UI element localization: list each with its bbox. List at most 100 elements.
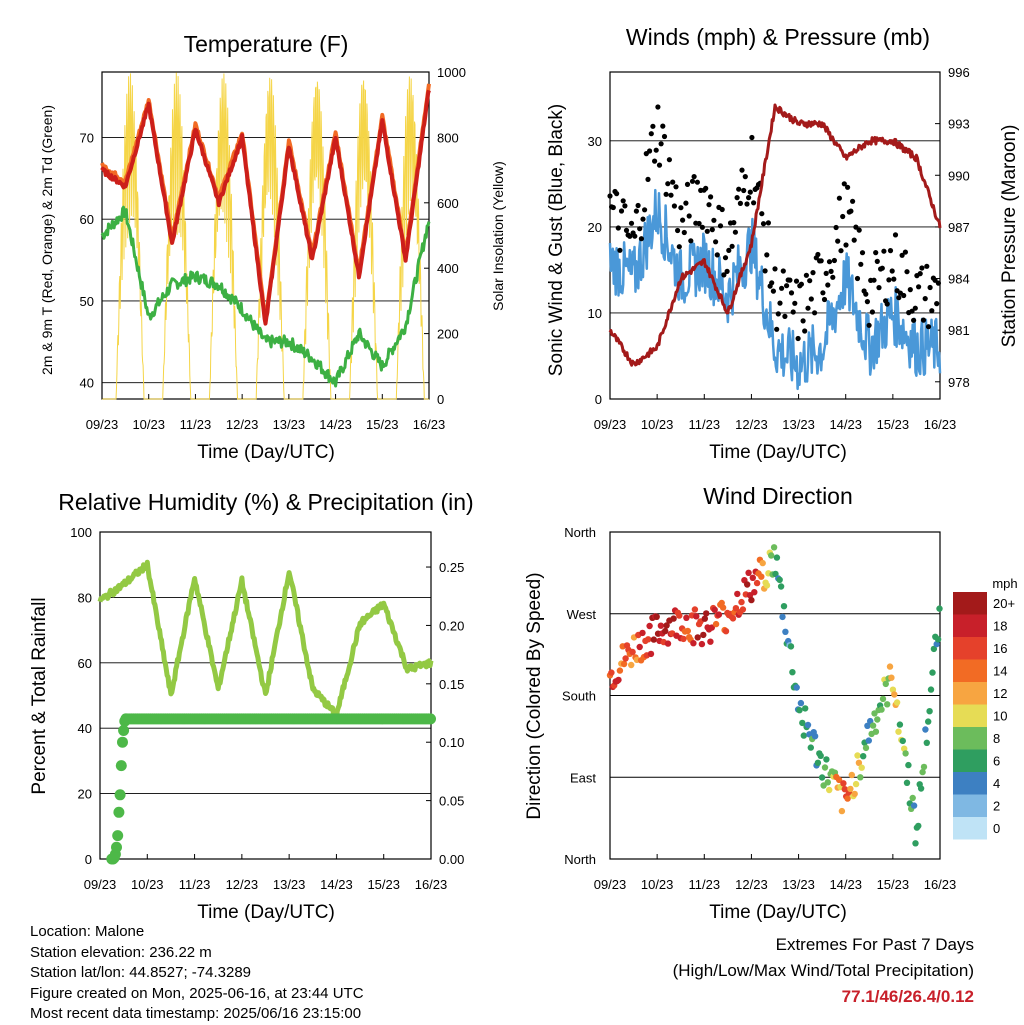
gust-point <box>891 276 897 282</box>
gust-point <box>742 174 748 180</box>
direction-point <box>818 774 826 781</box>
temperature-ytick-right-3: 600 <box>437 196 459 211</box>
direction-point <box>748 596 755 604</box>
direction-point <box>680 635 687 643</box>
legend-label-6: 8 <box>993 731 1000 746</box>
direction-point <box>772 570 779 578</box>
gust-point <box>709 227 715 233</box>
humidity-xtick-label-1: 10/23 <box>131 877 164 892</box>
gust-point <box>663 191 669 197</box>
gust-point <box>762 268 768 274</box>
direction-point <box>694 634 701 641</box>
gust-point <box>653 147 659 153</box>
direction-point <box>768 552 775 559</box>
gust-point <box>911 317 917 323</box>
legend-swatch-7 <box>953 749 987 772</box>
temperature-ytick-left-1: 50 <box>80 294 94 309</box>
direction-point <box>770 544 778 551</box>
direction-xtick-label-3: 12/23 <box>735 877 768 892</box>
direction-point <box>759 559 766 567</box>
temperature-xtick-label-0: 09/23 <box>86 417 119 432</box>
gust-point <box>854 275 861 282</box>
gust-point <box>637 226 643 232</box>
winds-xtick-label-3: 12/23 <box>735 417 768 432</box>
gust-point <box>874 258 880 264</box>
legend-swatch-5 <box>953 704 987 727</box>
direction-point <box>920 763 928 771</box>
direction-point <box>862 744 870 752</box>
temperature-ytick-right-0: 0 <box>437 392 444 407</box>
direction-point <box>645 636 652 643</box>
direction-point <box>690 640 697 647</box>
gust-point <box>873 250 879 256</box>
humidity-ytick-left-4: 80 <box>78 590 92 605</box>
gust-point <box>775 311 781 317</box>
temperature-ytick-left-2: 60 <box>80 212 94 227</box>
direction-point <box>857 774 864 781</box>
station-latlon: Station lat/lon: 44.8527; -74.3289 <box>30 964 252 981</box>
direction-points <box>606 544 943 847</box>
direction-ytick-4: North <box>564 525 596 540</box>
legend-label-3: 14 <box>993 664 1007 679</box>
direction-point <box>751 589 758 596</box>
direction-point <box>676 612 683 619</box>
direction-point <box>896 721 904 728</box>
temperature-xtick-label-2: 11/23 <box>180 417 212 432</box>
gust-point <box>751 200 757 206</box>
temperature-xtick-label-7: 16/23 <box>413 417 446 432</box>
humidity-ytick-right-4: 0.20 <box>439 618 464 633</box>
gust-point <box>920 317 927 323</box>
gust-point <box>676 244 682 250</box>
temperature-chart: 40 50 60 70 0 200 400 600 800 1000 09/23 10/23 11/23… <box>80 65 466 432</box>
winds-ylabel-left: Sonic Wind & Gust (Blue, Black) <box>546 104 567 376</box>
gust-point <box>924 263 930 269</box>
gust-point <box>628 220 635 226</box>
direction-xtick-label-6: 15/23 <box>877 877 910 892</box>
gust-point <box>869 309 876 315</box>
direction-xtick-label-5: 14/23 <box>829 877 862 892</box>
direction-point <box>884 701 891 708</box>
gust-point <box>683 200 689 206</box>
direction-point <box>708 624 715 631</box>
direction-point <box>670 615 677 622</box>
direction-point <box>650 636 657 643</box>
humidity-xtick-label-4: 13/23 <box>273 877 306 892</box>
gust-point <box>831 257 838 264</box>
humidity-xtick-label-7: 16/23 <box>415 877 448 892</box>
gust-point <box>792 300 798 306</box>
precipitation-point <box>111 841 122 853</box>
direction-point <box>922 726 929 733</box>
gust-point <box>825 282 831 288</box>
direction-point <box>753 579 761 587</box>
gust-point <box>655 104 661 110</box>
gust-point <box>856 227 862 233</box>
winds-ytick-right-6: 996 <box>948 65 970 80</box>
direction-point <box>886 663 894 670</box>
gust-point <box>744 201 750 207</box>
legend-label-1: 18 <box>993 619 1007 634</box>
gust-point <box>607 193 613 199</box>
direction-point <box>780 603 788 610</box>
legend-label-10: 0 <box>993 821 1000 836</box>
precipitation-point <box>425 713 436 725</box>
gust-point <box>699 224 706 230</box>
gust-point <box>747 189 753 195</box>
gust-point <box>917 271 923 277</box>
direction-point <box>663 622 670 629</box>
winds-ytick-right-3: 987 <box>948 220 970 235</box>
precipitation-point <box>117 736 128 748</box>
gust-point <box>879 265 885 271</box>
direction-point <box>852 780 860 788</box>
gust-point <box>741 187 747 194</box>
winds-xtick-label-1: 10/23 <box>641 417 674 432</box>
gust-point <box>703 185 709 191</box>
winds-ytick-left-0: 0 <box>595 392 602 407</box>
gust-point <box>711 217 717 223</box>
direction-point <box>917 785 925 792</box>
gust-point <box>661 133 668 140</box>
gust-point <box>660 123 666 129</box>
gust-point <box>907 287 913 293</box>
direction-point <box>878 706 885 713</box>
winds-ytick-right-4: 990 <box>948 168 970 183</box>
